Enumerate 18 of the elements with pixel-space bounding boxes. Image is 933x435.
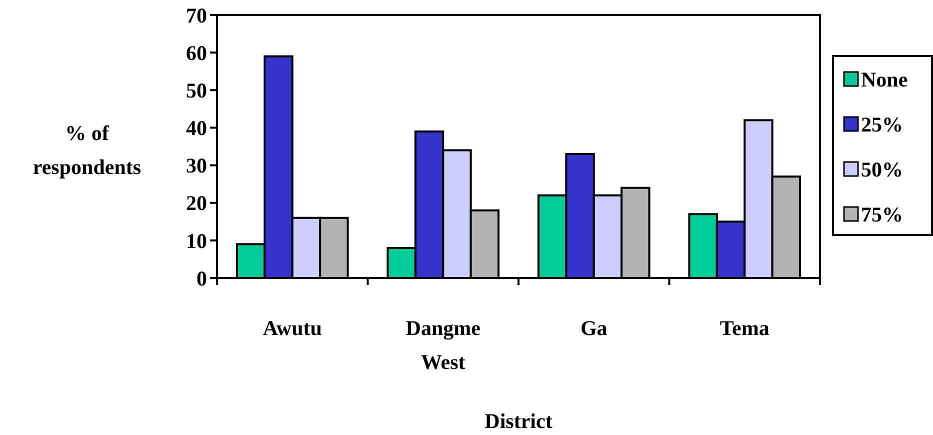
y-tick-label: 20 xyxy=(186,191,207,216)
legend-label: 75% xyxy=(861,202,903,226)
y-tick-label: 30 xyxy=(186,154,207,178)
y-tick-label: 70 xyxy=(186,3,207,28)
x-tick-label: Awutu xyxy=(262,316,322,340)
x-tick-label: Dangme West xyxy=(406,316,480,374)
y-axis-title: % of respondents xyxy=(32,121,142,179)
y-tick-label: 50 xyxy=(186,78,207,102)
legend-label: 25% xyxy=(861,112,903,136)
y-tick-label: 10 xyxy=(186,228,207,253)
x-axis-title: District xyxy=(484,409,552,433)
x-tick-label: Tema xyxy=(720,316,770,340)
x-tick-label: Ga xyxy=(580,316,608,340)
y-tick-label: 60 xyxy=(186,40,207,65)
y-tick-label: 40 xyxy=(186,116,207,140)
legend-label: 50% xyxy=(861,157,903,182)
y-tick-label: 0 xyxy=(196,266,207,290)
legend-label: None xyxy=(861,67,908,92)
